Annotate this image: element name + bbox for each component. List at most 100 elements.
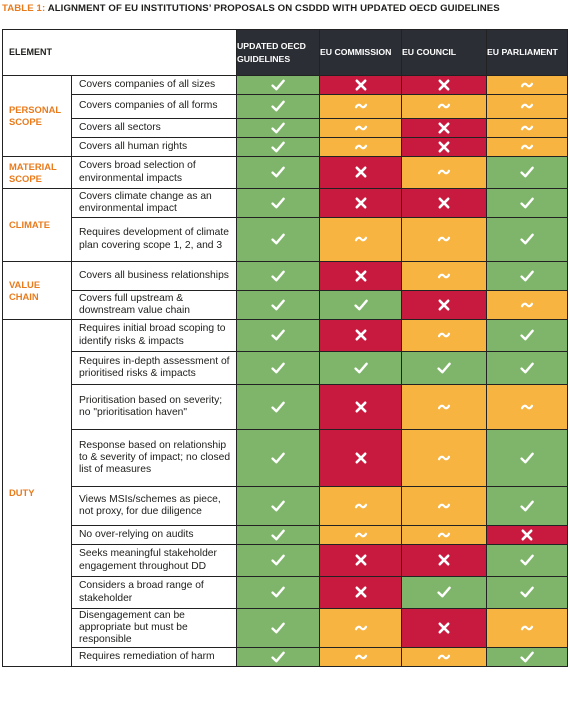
- row-label: Requires remediation of harm: [70, 647, 238, 667]
- check-icon: [520, 165, 534, 179]
- cell-oecd: [236, 94, 321, 119]
- cell-commission: [319, 261, 403, 291]
- cell-oecd: [236, 384, 321, 430]
- table-row: DUTY Requires initial broad scoping to id…: [2, 319, 569, 667]
- header-parliament: EU PARLIAMENT: [486, 29, 569, 76]
- row-label: Covers all sectors: [70, 118, 238, 138]
- check-icon: [520, 553, 534, 567]
- cell-commission: [319, 94, 403, 119]
- table-number: TABLE 1:: [2, 3, 46, 14]
- cell-commission: [319, 290, 403, 320]
- tilde-icon: [520, 298, 534, 312]
- tilde-icon: [437, 451, 451, 465]
- header-row: ELEMENT UPDATED OECD GUIDELINES EU COMMI…: [1, 29, 569, 76]
- check-icon: [271, 553, 285, 567]
- row-label: Covers companies of all sizes: [70, 75, 238, 95]
- row-label: Prioritisation based on severity; no "pr…: [70, 384, 238, 430]
- table-row: Covers companies of all forms: [3, 94, 569, 119]
- row-label: Covers companies of all forms: [70, 94, 238, 119]
- table-row: No over-relying on audits: [3, 525, 569, 545]
- cell-oecd: [236, 118, 321, 138]
- row-label: Response based on relationship to & seve…: [70, 429, 238, 487]
- table-row: PERSONAL SCOPE Covers companies of all si…: [2, 75, 569, 157]
- check-icon: [271, 99, 285, 113]
- cell-commission: [319, 486, 403, 526]
- cross-icon: [354, 451, 368, 465]
- cell-commission: [319, 544, 403, 577]
- tilde-icon: [354, 140, 368, 154]
- cross-icon: [437, 553, 451, 567]
- tilde-icon: [354, 499, 368, 513]
- tilde-icon: [354, 650, 368, 664]
- tilde-icon: [437, 400, 451, 414]
- group-personal-scope: PERSONAL SCOPE: [2, 75, 72, 157]
- tilde-icon: [437, 232, 451, 246]
- tilde-icon: [520, 121, 534, 135]
- row-label: Requires initial broad scoping to identi…: [70, 319, 238, 352]
- cell-parliament: [486, 261, 569, 291]
- check-icon: [271, 621, 285, 635]
- group-material-scope: MATERIAL SCOPE: [2, 156, 72, 189]
- cell-council: [401, 486, 488, 526]
- alignment-table: ELEMENT UPDATED OECD GUIDELINES EU COMMI…: [1, 29, 569, 667]
- check-icon: [520, 232, 534, 246]
- cell-oecd: [236, 261, 321, 291]
- cross-icon: [437, 121, 451, 135]
- cell-commission: [319, 75, 403, 95]
- cell-council: [401, 319, 488, 352]
- cell-parliament: [486, 576, 569, 609]
- row-label: Covers full upstream & downstream value …: [70, 290, 238, 320]
- row-label: Requires development of climate plan cov…: [70, 217, 238, 262]
- cell-commission: [319, 137, 403, 157]
- row-label: Covers all business relationships: [70, 261, 238, 291]
- cross-icon: [437, 621, 451, 635]
- table-title: TABLE 1: ALIGNMENT OF EU INSTITUTIONS’ P…: [0, 0, 570, 22]
- cell-council: [401, 525, 488, 545]
- tilde-icon: [520, 400, 534, 414]
- row-label: Covers broad selection of environmental …: [70, 156, 238, 189]
- cell-council: [401, 647, 488, 667]
- check-icon: [271, 328, 285, 342]
- cross-icon: [520, 528, 534, 542]
- check-icon: [271, 528, 285, 542]
- cell-oecd: [236, 75, 321, 95]
- table-row: CLIMATE Covers climate change as an envir…: [2, 188, 569, 262]
- tilde-icon: [437, 528, 451, 542]
- cell-council: [401, 261, 488, 291]
- row-label: Disengagement can be appropriate but mus…: [70, 608, 238, 648]
- check-icon: [271, 269, 285, 283]
- table-row: Response based on relationship to & seve…: [3, 429, 569, 487]
- cell-council: [401, 351, 488, 385]
- group-duty: DUTY: [2, 319, 72, 667]
- table-row: Covers full upstream & downstream value …: [3, 290, 569, 320]
- cell-commission: [319, 118, 403, 138]
- check-icon: [520, 650, 534, 664]
- cell-parliament: [486, 384, 569, 430]
- tilde-icon: [437, 328, 451, 342]
- cell-council: [401, 156, 488, 189]
- table-row: MATERIAL SCOPE Covers broad selection of …: [2, 156, 569, 189]
- row-label: No over-relying on audits: [70, 525, 238, 545]
- cell-commission: [319, 647, 403, 667]
- cell-oecd: [236, 544, 321, 577]
- cell-oecd: [236, 486, 321, 526]
- cell-commission: [319, 576, 403, 609]
- cell-parliament: [486, 647, 569, 667]
- row-label: Considers a broad range of stakeholder: [70, 576, 238, 609]
- cross-icon: [437, 298, 451, 312]
- cell-oecd: [236, 525, 321, 545]
- cell-council: [401, 118, 488, 138]
- cell-commission: [319, 188, 403, 218]
- tilde-icon: [354, 232, 368, 246]
- tilde-icon: [437, 269, 451, 283]
- table-row: Covers all sectors: [3, 118, 569, 138]
- cell-parliament: [486, 544, 569, 577]
- group-value-chain: VALUE CHAIN: [2, 261, 72, 320]
- cell-parliament: [486, 351, 569, 385]
- cell-parliament: [486, 217, 569, 262]
- tilde-icon: [437, 499, 451, 513]
- cross-icon: [354, 196, 368, 210]
- cell-parliament: [486, 156, 569, 189]
- cell-oecd: [236, 137, 321, 157]
- check-icon: [437, 361, 451, 375]
